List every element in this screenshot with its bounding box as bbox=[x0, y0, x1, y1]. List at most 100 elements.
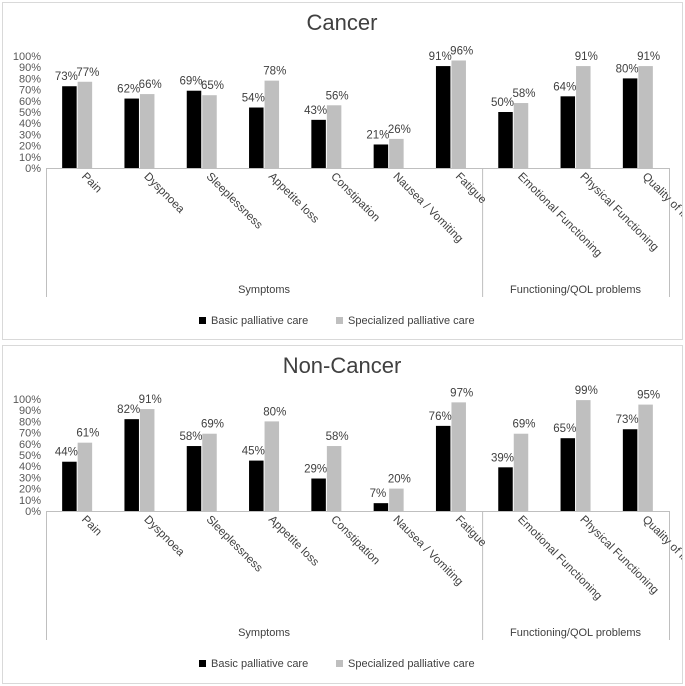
category-label: Pain bbox=[79, 514, 104, 539]
y-tick-label: 60% bbox=[19, 96, 41, 108]
y-tick-label: 50% bbox=[19, 107, 41, 119]
data-label: 97% bbox=[450, 387, 473, 399]
data-label: 73% bbox=[616, 414, 639, 426]
legend-label: Specialized palliative care bbox=[348, 658, 475, 670]
data-label: 29% bbox=[304, 464, 327, 476]
bar bbox=[576, 66, 591, 168]
chart-title: Cancer bbox=[307, 10, 378, 35]
bar bbox=[513, 103, 529, 168]
data-label: 64% bbox=[553, 81, 576, 93]
bar bbox=[311, 119, 326, 168]
data-label: 69% bbox=[179, 76, 202, 88]
non-cancer-chart-panel: Non-Cancer 0% 10% 20% 30% 40% 50% 60% 70% 80% 90% 1… bbox=[2, 345, 683, 684]
data-label: 56% bbox=[326, 90, 349, 102]
category-label: Constipation bbox=[328, 514, 382, 568]
legend-swatch bbox=[199, 317, 206, 324]
data-label: 21% bbox=[366, 129, 389, 141]
y-tick-label: 70% bbox=[19, 428, 41, 440]
y-tick-label: 80% bbox=[19, 416, 41, 428]
bar bbox=[62, 86, 77, 168]
category-label: Sleeplessness bbox=[204, 514, 265, 575]
bar bbox=[560, 96, 576, 168]
bar bbox=[373, 144, 389, 168]
bar bbox=[264, 421, 280, 511]
bar bbox=[622, 429, 638, 511]
bar bbox=[389, 488, 404, 511]
y-tick-label: 30% bbox=[19, 472, 41, 484]
group-label: Symptoms bbox=[238, 627, 290, 639]
y-tick-label: 10% bbox=[19, 495, 41, 507]
legend-swatch bbox=[199, 660, 206, 667]
category-label: Dyspnoea bbox=[141, 171, 187, 217]
y-tick-label: 20% bbox=[19, 484, 41, 496]
data-label: 54% bbox=[242, 93, 265, 105]
bar bbox=[326, 446, 342, 511]
bar bbox=[638, 404, 653, 511]
data-label: 50% bbox=[491, 97, 514, 109]
group-label: Symptoms bbox=[238, 284, 290, 296]
y-tick-label: 70% bbox=[19, 85, 41, 97]
y-tick-label: 100% bbox=[13, 394, 41, 406]
data-label: 58% bbox=[512, 88, 535, 100]
bar bbox=[326, 105, 342, 168]
data-label: 73% bbox=[55, 71, 78, 83]
bar bbox=[186, 446, 202, 511]
data-label: 96% bbox=[450, 45, 473, 57]
category-label: Dyspnoea bbox=[141, 514, 187, 560]
bar bbox=[249, 107, 264, 168]
data-label: 58% bbox=[179, 431, 202, 443]
data-label: 76% bbox=[429, 411, 452, 423]
legend-label: Basic palliative care bbox=[211, 658, 308, 670]
category-label: Nausea / Vomiting bbox=[391, 514, 465, 588]
y-tick-label: 100% bbox=[13, 51, 41, 63]
data-label: 45% bbox=[242, 446, 265, 458]
legend-label: Specialized palliative care bbox=[348, 315, 475, 327]
cancer-chart: Cancer0%10%20%30%40%50%60%70%80%90%100%7… bbox=[13, 10, 682, 327]
data-label: 20% bbox=[388, 474, 411, 486]
bar bbox=[560, 438, 576, 511]
category-label: Quality of life bbox=[640, 514, 682, 569]
y-tick-label: 80% bbox=[19, 73, 41, 85]
bar bbox=[139, 94, 155, 168]
data-label: 80% bbox=[616, 63, 639, 75]
data-label: 99% bbox=[575, 385, 598, 397]
bar bbox=[139, 409, 155, 511]
bar bbox=[498, 112, 513, 168]
data-label: 80% bbox=[263, 406, 286, 418]
category-label: Quality of life bbox=[640, 171, 682, 226]
y-tick-label: 40% bbox=[19, 461, 41, 473]
group-label: Functioning/QOL problems bbox=[510, 284, 642, 296]
data-label: 43% bbox=[304, 105, 327, 117]
bar bbox=[389, 138, 404, 168]
data-label: 62% bbox=[117, 84, 140, 96]
y-tick-label: 30% bbox=[19, 129, 41, 141]
data-label: 69% bbox=[512, 419, 535, 431]
bar bbox=[451, 402, 466, 511]
data-label: 91% bbox=[575, 51, 598, 63]
y-tick-label: 90% bbox=[19, 62, 41, 74]
bar bbox=[202, 95, 217, 168]
y-tick-label: 90% bbox=[19, 405, 41, 417]
data-label: 26% bbox=[388, 124, 411, 136]
bar bbox=[62, 461, 77, 511]
data-label: 44% bbox=[55, 447, 78, 459]
bar bbox=[638, 66, 653, 168]
cancer-chart-panel: Cancer 0% 10% 20% 30% 40% 50% 60% 70% 80% 90% 100% 7… bbox=[2, 2, 683, 340]
category-label: Nausea / Vomiting bbox=[391, 171, 465, 245]
bar bbox=[435, 66, 451, 168]
legend-label: Basic palliative care bbox=[211, 315, 308, 327]
bar bbox=[77, 81, 93, 168]
bar bbox=[576, 400, 591, 511]
legend-swatch bbox=[336, 660, 343, 667]
data-label: 39% bbox=[491, 452, 514, 464]
y-tick-label: 0% bbox=[25, 506, 41, 518]
y-tick-label: 10% bbox=[19, 152, 41, 164]
chart-title: Non-Cancer bbox=[283, 353, 402, 378]
data-label: 7% bbox=[370, 488, 387, 500]
bar bbox=[186, 90, 202, 168]
data-label: 69% bbox=[201, 419, 224, 431]
y-tick-label: 60% bbox=[19, 439, 41, 451]
category-label: Pain bbox=[79, 171, 104, 196]
data-label: 78% bbox=[263, 66, 286, 78]
category-label: Appetite loss bbox=[266, 171, 321, 226]
